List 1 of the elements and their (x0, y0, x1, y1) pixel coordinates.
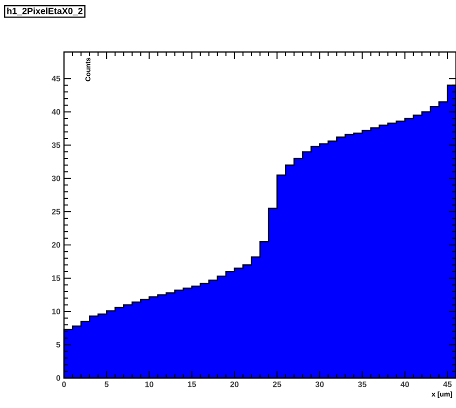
chart-title: h1_2PixelEtaX0_2 (7, 8, 82, 16)
